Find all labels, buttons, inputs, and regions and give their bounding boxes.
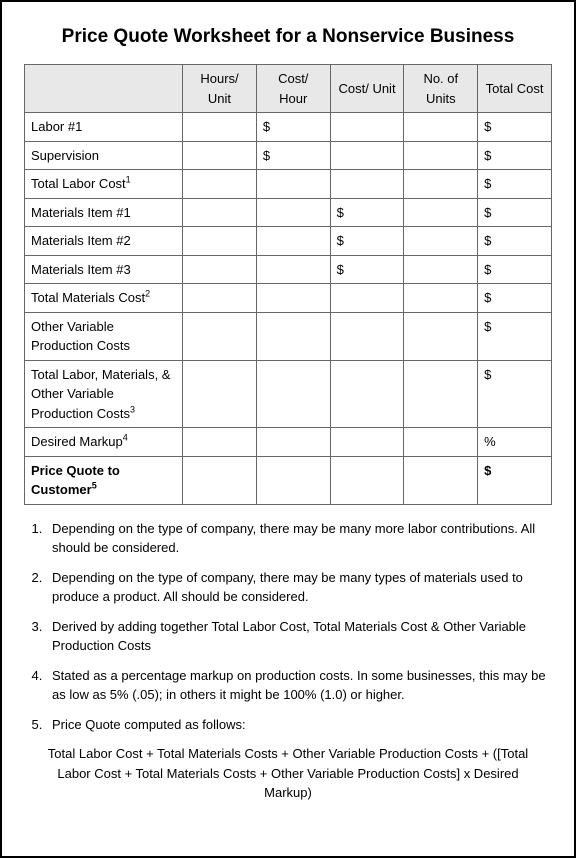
cell-costHour — [256, 284, 330, 313]
cell-costHour — [256, 255, 330, 284]
table-row: Supervision $ $ — [25, 141, 552, 170]
row-label: Total Labor Cost1 — [25, 170, 183, 199]
cell-costUnit: $ — [330, 255, 404, 284]
cell-totalCost: $ — [478, 198, 552, 227]
footnote-ref: 4 — [123, 433, 128, 443]
cell-hoursUnit — [183, 456, 257, 504]
cell-costUnit — [330, 170, 404, 199]
cell-noUnits — [404, 284, 478, 313]
header-no-units: No. of Units — [404, 65, 478, 113]
table-row: Total Materials Cost2 $ — [25, 284, 552, 313]
cell-noUnits — [404, 113, 478, 142]
formula-text: Total Labor Cost + Total Materials Costs… — [44, 744, 532, 803]
row-label: Other Variable Production Costs — [25, 312, 183, 360]
table-row: Materials Item #3 $ $ — [25, 255, 552, 284]
cell-costHour — [256, 170, 330, 199]
footnotes-list: Depending on the type of company, there … — [24, 519, 552, 735]
cell-costHour — [256, 227, 330, 256]
cell-hoursUnit — [183, 141, 257, 170]
row-label: Materials Item #3 — [25, 255, 183, 284]
header-total-cost: Total Cost — [478, 65, 552, 113]
table-row: Total Labor, Materials, & Other Variable… — [25, 360, 552, 428]
cell-hoursUnit — [183, 428, 257, 457]
row-label: Materials Item #2 — [25, 227, 183, 256]
row-label: Total Materials Cost2 — [25, 284, 183, 313]
table-row: Total Labor Cost1 $ — [25, 170, 552, 199]
footnote-ref: 5 — [92, 481, 97, 491]
cell-costUnit: $ — [330, 198, 404, 227]
footnote-item: Stated as a percentage markup on product… — [46, 666, 552, 705]
cell-totalCost: $ — [478, 312, 552, 360]
footnote-ref: 3 — [130, 404, 135, 414]
cell-hoursUnit — [183, 170, 257, 199]
cell-hoursUnit — [183, 312, 257, 360]
table-row: Price Quote to Customer5 $ — [25, 456, 552, 504]
cell-totalCost: $ — [478, 456, 552, 504]
cell-noUnits — [404, 255, 478, 284]
cell-costHour — [256, 360, 330, 428]
cell-noUnits — [404, 141, 478, 170]
row-label: Materials Item #1 — [25, 198, 183, 227]
cell-noUnits — [404, 428, 478, 457]
cell-costUnit — [330, 312, 404, 360]
cell-hoursUnit — [183, 227, 257, 256]
cell-costHour: $ — [256, 141, 330, 170]
cell-costUnit — [330, 360, 404, 428]
footnote-item: Depending on the type of company, there … — [46, 568, 552, 607]
row-label: Desired Markup4 — [25, 428, 183, 457]
table-row: Materials Item #1 $ $ — [25, 198, 552, 227]
page-title: Price Quote Worksheet for a Nonservice B… — [24, 26, 552, 48]
cell-costHour — [256, 198, 330, 227]
cell-noUnits — [404, 198, 478, 227]
cell-hoursUnit — [183, 255, 257, 284]
cell-totalCost: % — [478, 428, 552, 457]
table-row: Materials Item #2 $ $ — [25, 227, 552, 256]
cell-noUnits — [404, 312, 478, 360]
cell-costUnit — [330, 284, 404, 313]
footnote-ref: 2 — [145, 289, 150, 299]
row-label: Price Quote to Customer5 — [25, 456, 183, 504]
header-cost-unit: Cost/ Unit — [330, 65, 404, 113]
worksheet-page: Price Quote Worksheet for a Nonservice B… — [0, 0, 576, 858]
cell-noUnits — [404, 170, 478, 199]
header-row: Hours/ Unit Cost/ Hour Cost/ Unit No. of… — [25, 65, 552, 113]
table-row: Labor #1 $ $ — [25, 113, 552, 142]
cell-costHour — [256, 456, 330, 504]
footnote-ref: 1 — [126, 175, 131, 185]
cell-totalCost: $ — [478, 141, 552, 170]
cell-totalCost: $ — [478, 113, 552, 142]
footnote-item: Depending on the type of company, there … — [46, 519, 552, 558]
cell-costUnit — [330, 428, 404, 457]
row-label: Labor #1 — [25, 113, 183, 142]
cell-totalCost: $ — [478, 255, 552, 284]
cell-noUnits — [404, 227, 478, 256]
header-label — [25, 65, 183, 113]
header-hours-unit: Hours/ Unit — [183, 65, 257, 113]
footnote-item: Price Quote computed as follows: — [46, 715, 552, 735]
cell-hoursUnit — [183, 198, 257, 227]
cell-totalCost: $ — [478, 227, 552, 256]
cell-hoursUnit — [183, 113, 257, 142]
header-cost-hour: Cost/ Hour — [256, 65, 330, 113]
cell-costHour: $ — [256, 113, 330, 142]
cell-costHour — [256, 312, 330, 360]
cell-hoursUnit — [183, 360, 257, 428]
cell-totalCost: $ — [478, 170, 552, 199]
cell-costHour — [256, 428, 330, 457]
cell-costUnit — [330, 141, 404, 170]
table-row: Other Variable Production Costs $ — [25, 312, 552, 360]
cell-noUnits — [404, 456, 478, 504]
footnote-item: Derived by adding together Total Labor C… — [46, 617, 552, 656]
price-quote-table: Hours/ Unit Cost/ Hour Cost/ Unit No. of… — [24, 64, 552, 505]
cell-hoursUnit — [183, 284, 257, 313]
row-label: Total Labor, Materials, & Other Variable… — [25, 360, 183, 428]
cell-costUnit — [330, 113, 404, 142]
row-label: Supervision — [25, 141, 183, 170]
cell-costUnit — [330, 456, 404, 504]
cell-totalCost: $ — [478, 284, 552, 313]
cell-totalCost: $ — [478, 360, 552, 428]
table-row: Desired Markup4% — [25, 428, 552, 457]
cell-noUnits — [404, 360, 478, 428]
cell-costUnit: $ — [330, 227, 404, 256]
